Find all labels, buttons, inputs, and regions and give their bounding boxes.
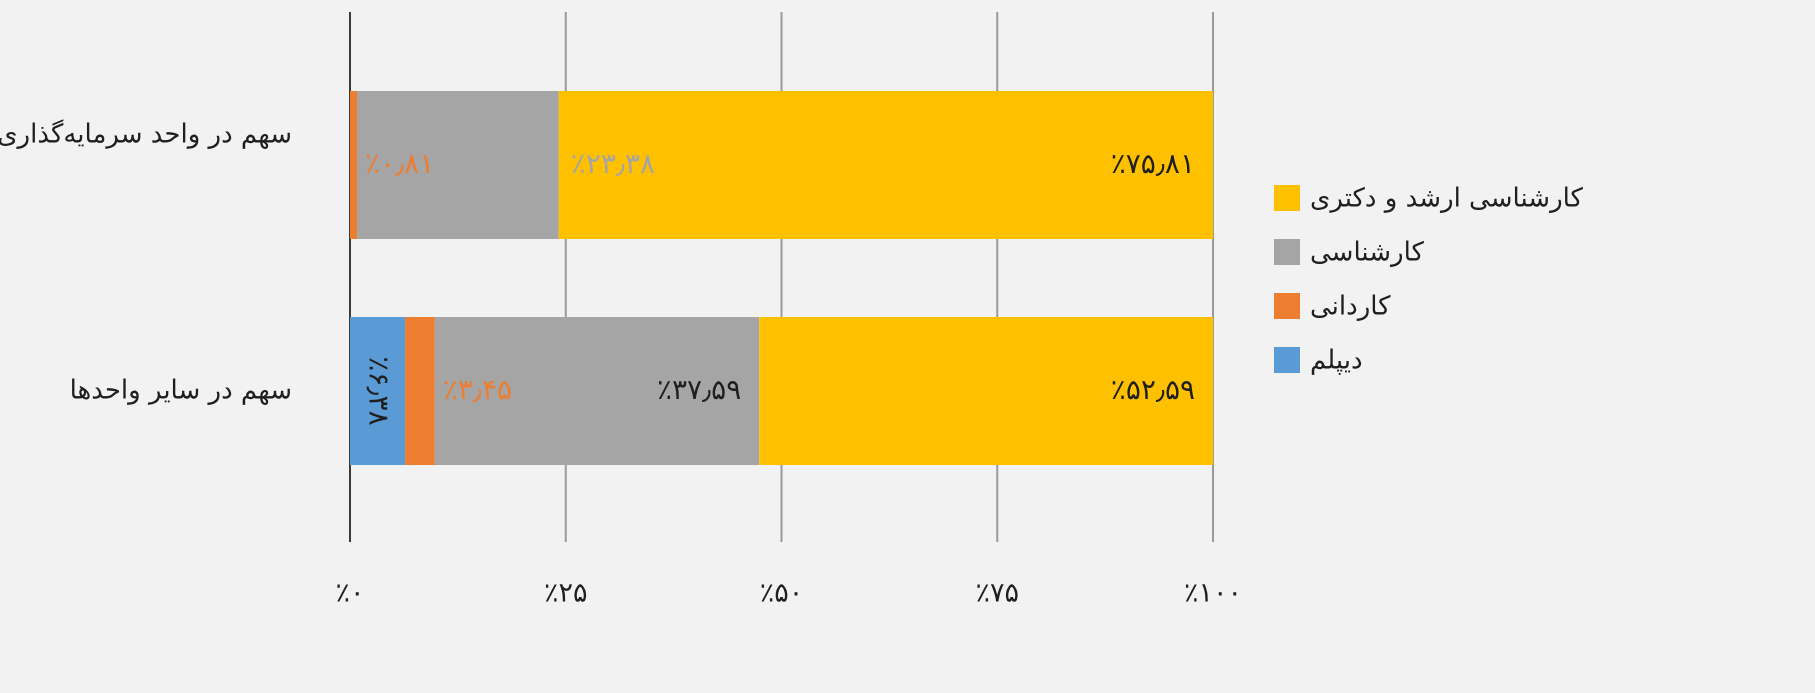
- x-axis-tick-labels: ٪۰ ٪۲۵ ٪۵۰ ٪۷۵ ٪۱۰۰: [335, 578, 1242, 609]
- category-label: سهم در واحد سرمایه‌گذاری: [0, 119, 292, 150]
- data-label: ٪۷۵٫۸۱: [1111, 147, 1195, 180]
- x-tick-label: ٪۰: [335, 578, 364, 609]
- bars: [350, 91, 1214, 465]
- bar-segment: [350, 91, 357, 239]
- legend-label: کارشناسی ارشد و دکتری: [1310, 184, 1584, 214]
- data-label: ٪۰٫۸۱: [365, 147, 434, 180]
- legend-swatch: [1274, 185, 1300, 211]
- legend-label: دیپلم: [1310, 346, 1363, 376]
- bar-segment: [759, 317, 1214, 465]
- bar-segment: [405, 317, 435, 465]
- data-label: ٪۵۲٫۵۹: [1111, 373, 1195, 406]
- legend-swatch: [1274, 239, 1300, 265]
- legend: کارشناسی ارشد و دکتری کارشناسی کاردانی دیپل…: [1274, 184, 1584, 376]
- legend-swatch: [1274, 347, 1300, 373]
- x-tick-label: ٪۵۰: [760, 578, 804, 609]
- data-labels: ٪۰٫۸۱ ٪۲۳٫۳۸ ٪۷۵٫۸۱ ٪۶٫۳۸ ٪۳٫۴۵ ٪۳۷٫۵۹ ٪۵۲٫۵۹: [363, 147, 1196, 426]
- data-label: ٪۳٫۴۵: [443, 373, 512, 406]
- data-label: ٪۳۷٫۵۹: [657, 373, 741, 406]
- legend-label: کاردانی: [1310, 292, 1391, 322]
- bar-segment: [434, 317, 760, 465]
- data-label: ٪۲۳٫۳۸: [571, 147, 655, 180]
- x-tick-label: ٪۱۰۰: [1184, 578, 1242, 609]
- x-tick-label: ٪۲۵: [544, 578, 588, 609]
- x-tick-label: ٪۷۵: [975, 578, 1019, 609]
- bar-segment: [350, 317, 406, 465]
- category-labels: سهم در واحد سرمایه‌گذاری سهم در سایر واحد…: [0, 119, 292, 406]
- legend-label: کارشناسی: [1310, 238, 1424, 268]
- legend-swatch: [1274, 293, 1300, 319]
- data-label: ٪۶٫۳۸: [363, 356, 396, 425]
- category-label: سهم در سایر واحدها: [70, 376, 292, 406]
- bar-segment: [356, 91, 559, 239]
- bar-segment: [558, 91, 1213, 239]
